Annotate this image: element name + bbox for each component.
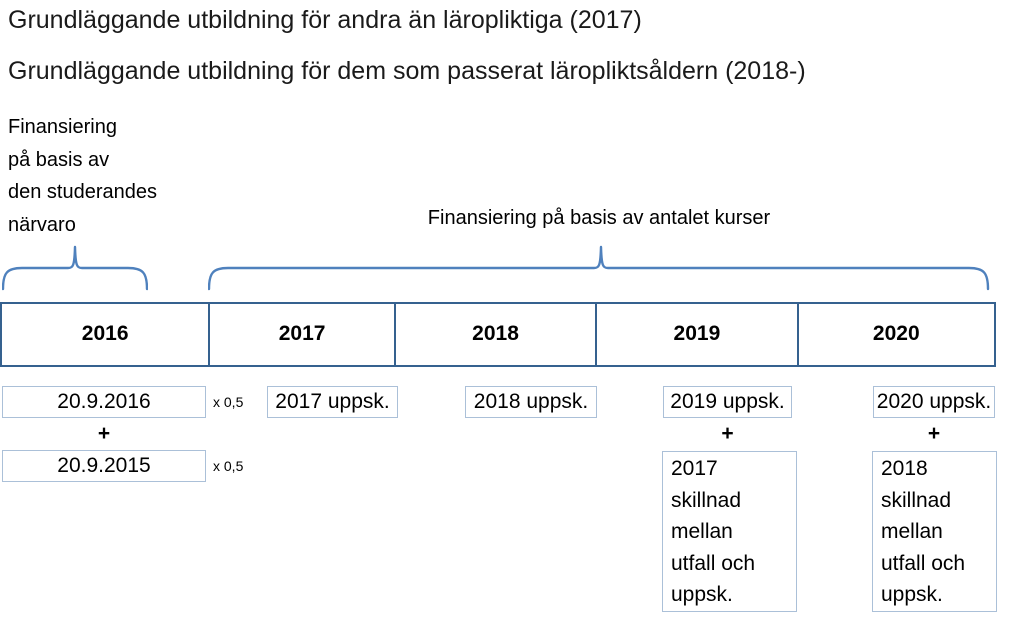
year-cell-2019: 2019 [595,304,796,365]
year-cell-2018: 2018 [393,304,595,365]
estimate-box-2019: 2019 uppsk. [663,386,792,418]
title-line-2: Grundläggande utbildning för dem som pas… [8,57,806,85]
diff-2018-line-4: utfall och [881,551,966,575]
diff-2017-line-5: uppsk. [671,583,733,606]
diff-2017-line-3: mellan [671,520,733,543]
diff-2018-line-3: mellan [881,520,943,543]
attendance-label-line-3: den studerandes [8,181,158,203]
diff-2017-line-4: utfall och [671,551,756,575]
plus-sign-2020: + [927,422,941,445]
diff-box-2017: 2017 skillnad mellan utfall och uppsk. [662,451,797,612]
attendance-label-line-1: Finansiering [8,116,117,138]
attendance-label-line-4: närvaro [8,213,76,236]
plus-sign-2019: + [721,422,734,445]
diff-2018-line-2: skillnad [881,488,952,512]
diff-box-2018: 2018 skillnad mellan utfall och uppsk. [872,451,997,612]
right-brace [208,245,990,291]
multiplier-label-1: x 0,5 [213,394,244,410]
estimate-box-2020: 2020 uppsk. [873,386,995,418]
attendance-label-line-2: på basis av [8,148,110,171]
title-line-1: Grundläggande utbildning för andra än lä… [8,6,642,34]
courses-funding-label: Finansiering på basis av antalet kurser [427,207,771,229]
year-cell-2016: 2016 [81,322,129,345]
diff-2017-line-2: skillnad [671,488,742,512]
date-box-2015: 20.9.2015 [2,450,206,482]
date-box-2016: 20.9.2016 [2,386,206,418]
year-cell-2020: 2020 [796,304,994,365]
multiplier-label-2: x 0,5 [213,458,244,474]
year-header-row: 2016 2017 2018 2019 2020 [0,302,996,367]
estimate-box-2017: 2017 uppsk. [267,386,398,418]
diff-2017-line-1: 2017 [671,457,718,480]
left-brace [2,245,148,291]
diff-2018-line-5: uppsk. [881,583,943,606]
plus-sign-2016: + [97,422,111,445]
diff-2018-line-1: 2018 [881,457,928,480]
attendance-funding-label: Finansiering på basis av den studerandes… [8,111,157,241]
year-cell-2017: 2017 [208,304,394,365]
estimate-box-2018: 2018 uppsk. [465,386,597,418]
